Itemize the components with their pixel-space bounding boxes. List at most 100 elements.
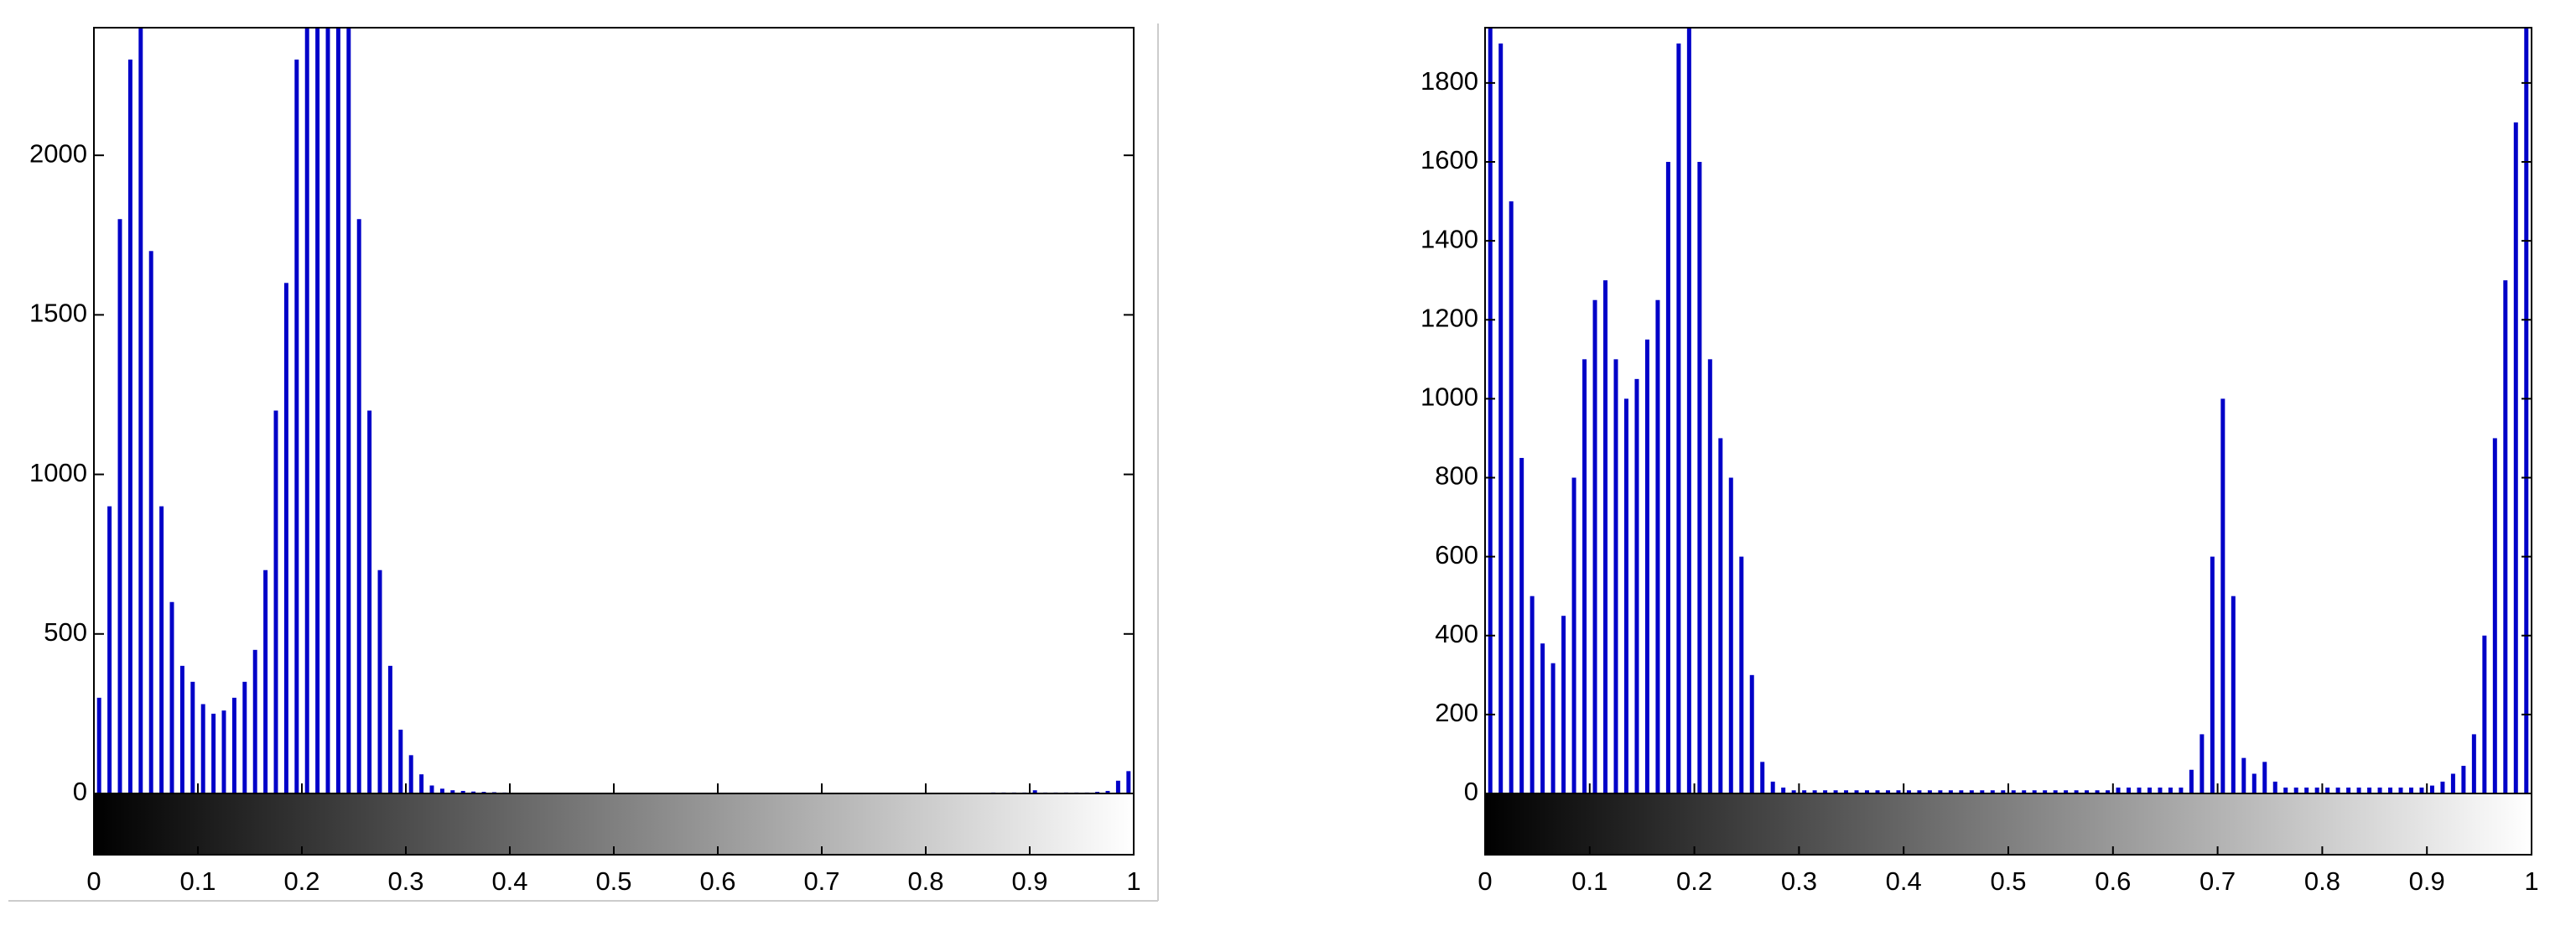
histogram-bar	[1885, 790, 1890, 793]
histogram-bar	[2262, 762, 2267, 793]
histogram-bar	[252, 649, 257, 793]
histogram-bar	[127, 60, 132, 793]
histogram-bar	[377, 570, 382, 793]
histogram-bar	[1115, 780, 1120, 793]
histogram-bar	[273, 410, 278, 793]
histogram-bar	[1718, 438, 1723, 793]
x-tick-label: 0.4	[491, 866, 527, 896]
histogram-bar	[2241, 757, 2246, 793]
histogram-bar	[211, 713, 216, 793]
histogram-bar	[2106, 790, 2111, 793]
histogram-bar	[2179, 787, 2184, 793]
histogram-bar	[1917, 790, 1922, 793]
histogram-bar	[2461, 766, 2466, 793]
histogram-bar	[2408, 787, 2413, 793]
histogram-bar	[439, 788, 444, 793]
histogram-bar	[294, 60, 299, 793]
histogram-bar	[1938, 790, 1943, 793]
histogram-bar	[335, 28, 340, 793]
histogram-bar	[1749, 674, 1754, 793]
histogram-bar	[1854, 790, 1859, 793]
histogram-bar	[471, 791, 476, 793]
y-tick-label: 0	[73, 777, 87, 806]
histogram-bar	[1948, 790, 1953, 793]
histogram-bar	[1509, 201, 1514, 793]
histogram-bar	[2356, 787, 2361, 793]
histogram-bar	[1833, 790, 1838, 793]
plot	[96, 28, 1131, 793]
y-tick-label: 200	[1435, 698, 1478, 727]
histogram-bar	[2293, 787, 2298, 793]
histogram-bar	[1530, 596, 1535, 793]
histogram-bar	[2524, 28, 2529, 793]
histogram-bar	[1540, 643, 1545, 793]
histogram-bar	[1728, 477, 1733, 793]
histogram-bar	[2220, 398, 2225, 793]
histogram-bar	[2210, 556, 2215, 793]
y-tick-label: 2000	[29, 138, 87, 168]
histogram-bar	[1634, 378, 1639, 793]
histogram-bar	[1561, 616, 1566, 793]
histogram-bar	[1592, 299, 1597, 793]
histogram-bar	[2095, 790, 2100, 793]
histogram-bar	[2492, 438, 2497, 793]
histogram-bar	[2482, 635, 2487, 793]
x-tick-label: 0.7	[803, 866, 839, 896]
histogram-bar	[304, 28, 309, 793]
histogram-bar	[2116, 787, 2121, 793]
histogram-bar	[263, 570, 268, 793]
histogram-bar	[2011, 790, 2016, 793]
histogram-bar	[1707, 359, 1712, 793]
y-tick-label: 600	[1435, 540, 1478, 570]
x-tick-label: 0.7	[2199, 866, 2236, 896]
histogram-bar	[1739, 556, 1744, 793]
histogram-bar	[325, 28, 330, 793]
histogram-bar	[2335, 787, 2340, 793]
histogram-bar	[356, 219, 361, 793]
histogram-bar	[1896, 790, 1901, 793]
histogram-bar	[398, 729, 403, 793]
y-tick-label: 1200	[1420, 303, 1478, 332]
histogram-bar	[2251, 773, 2257, 793]
x-tick-label: 0.8	[2304, 866, 2340, 896]
histogram-bar	[1906, 790, 1911, 793]
histogram-bar	[1781, 787, 1786, 793]
histogram-bar	[1927, 790, 1932, 793]
histogram-bar	[2168, 787, 2173, 793]
histogram-bar	[190, 681, 195, 793]
x-tick-label: 0.2	[283, 866, 319, 896]
histogram-bar	[367, 410, 372, 793]
x-tick-label: 0.1	[179, 866, 216, 896]
histogram-bar	[1791, 790, 1796, 793]
x-tick-label: 0.5	[1990, 866, 2026, 896]
x-tick-label: 0.9	[1011, 866, 1047, 896]
histogram-bar	[419, 774, 424, 793]
histogram-bar	[2043, 790, 2048, 793]
histogram-bar	[315, 28, 320, 793]
histogram-bar	[346, 28, 351, 793]
histogram-bar	[2001, 790, 2006, 793]
x-tick-label: 0.5	[595, 866, 631, 896]
histogram-bar	[1760, 762, 1765, 793]
histogram-bar	[2053, 790, 2058, 793]
histogram-bar	[2513, 122, 2518, 793]
histogram-bar	[2429, 785, 2434, 793]
histogram-bar	[1498, 43, 1504, 793]
histogram-bar	[387, 665, 392, 793]
histogram-bar	[1865, 790, 1870, 793]
histogram-bar	[1519, 457, 1524, 793]
histogram-bar	[2272, 781, 2277, 793]
histogram-bar	[242, 681, 247, 793]
histogram-bar	[2199, 734, 2205, 793]
histogram-bar	[2158, 787, 2163, 793]
histogram-bar	[2440, 781, 2445, 793]
histogram-bar	[1980, 790, 1985, 793]
y-tick-label: 500	[44, 617, 87, 647]
histogram-bar	[1032, 790, 1037, 793]
plot	[1488, 28, 2529, 793]
histogram-bar	[200, 704, 205, 793]
histogram-bar	[231, 697, 236, 793]
x-tick-label: 0.3	[387, 866, 423, 896]
y-tick-label: 1500	[29, 299, 87, 328]
histogram-bar	[2074, 790, 2079, 793]
